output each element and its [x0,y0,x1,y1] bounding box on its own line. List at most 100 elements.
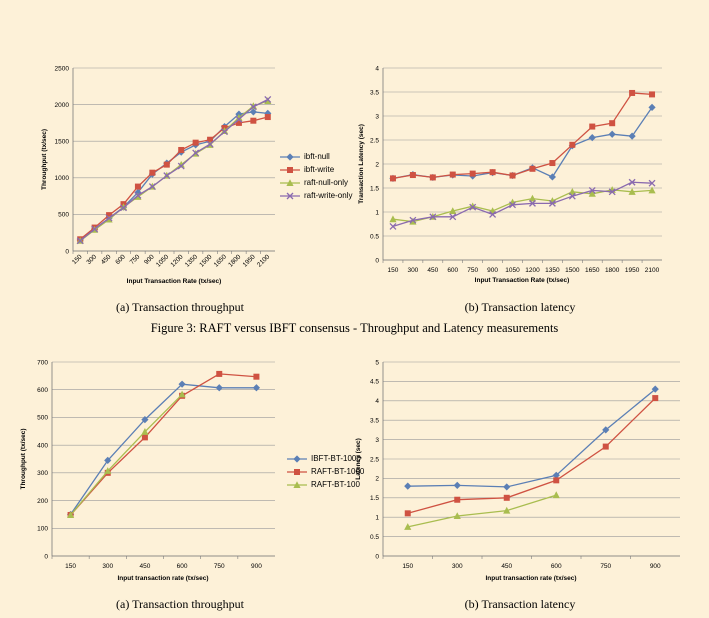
chart-top-latency-svg: 0 0.5 1 1.5 2 2.5 3 3.5 4 150 300 450 600 750 900 1050 1… [358,65,662,284]
legend-label: RAFT-BT-1000 [311,467,365,476]
legend-swatch [280,152,300,161]
data-point-IBFT-BT-1000 [651,385,659,393]
data-point-IBFT-BT-1000 [404,482,412,490]
series-line-RAFT-BT-100 [70,393,183,516]
y-tick-label: 5 [375,359,379,366]
y-tick-label: 0.5 [370,534,379,541]
x-axis-label: Input transaction rate (tx/sec) [485,575,576,582]
x-tick-label: 600 [447,267,458,274]
data-point-raft-write-only [76,237,84,245]
data-point-ibft-write [589,123,596,130]
x-tick-label: 300 [452,563,463,570]
data-point-ibft-write [149,169,156,176]
data-point-RAFT-BT-100 [141,428,149,435]
x-axis-label: Input Transaction Rate (tx/sec) [475,277,570,284]
y-tick-label: 1.5 [370,495,379,502]
y-axis-label: Latency (sec) [355,438,362,480]
legend-swatch [280,166,300,173]
x-tick-label: 300 [407,267,418,274]
data-point-RAFT-BT-100 [453,512,461,520]
legend-swatch [287,480,307,488]
data-point-ibft-null [249,108,257,116]
x-tick-label: 750 [214,563,225,570]
legend-item-RAFT-BT-1000: RAFT-BT-1000 [286,465,364,478]
y-tick-label: 1000 [55,175,70,182]
legend-marker [294,468,300,475]
data-point-ibft-write [250,117,257,124]
legend-label: RAFT-BT-100 [311,480,360,489]
data-point-ibft-null [588,134,596,142]
data-point-raft-write-only [120,204,127,212]
data-point-ibft-write [469,170,476,177]
legend-label: ibft-null [304,152,330,161]
data-point-raft-write-only [429,213,437,221]
data-point-raft-write-only [628,178,636,186]
data-point-raft-null-only [249,102,257,110]
data-point-RAFT-BT-1000 [141,434,148,441]
data-point-IBFT-BT-1000 [552,471,560,479]
data-point-RAFT-BT-1000 [454,496,461,503]
data-point-IBFT-BT-1000 [453,481,461,489]
series-line-raft-null-only [392,189,653,223]
caption-bottom-right: (b) Transaction latency [464,597,576,611]
legend-marker [293,454,301,463]
data-point-raft-write-only [409,216,417,224]
y-tick-label: 2 [375,476,379,483]
legend-marker [286,192,294,199]
data-point-raft-null-only [628,188,636,195]
legend-marker [293,480,301,488]
data-point-ibft-write [489,169,496,176]
data-point-ibft-write [609,120,616,127]
legend-top-throughput: ibft-null ibft-write raft-null-only raft-wr… [279,150,352,202]
legend-bottom-throughput: IBFT-BT-1000 RAFT-BT-1000 RAFT-BT-100 [286,452,364,491]
y-tick-label: 1.5 [370,185,379,192]
data-point-raft-write-only [134,191,142,199]
data-point-ibft-write [106,212,113,219]
series-line-ibft-write [392,92,653,180]
caption-top-left: (a) Transaction throughput [116,300,244,314]
x-tick-label: 1350 [545,267,560,274]
x-tick-label: 2100 [645,267,660,274]
series-raft-write-only [389,178,656,230]
y-tick-label: 3.5 [370,89,379,96]
data-point-RAFT-BT-1000 [253,373,260,380]
legend-label: IBFT-BT-1000 [311,454,361,463]
x-tick-label: 1950 [625,267,640,274]
data-point-RAFT-BT-1000 [216,370,223,377]
x-tick-label: 450 [501,563,512,570]
x-tick-label: 900 [487,267,498,274]
y-tick-label: 1500 [55,139,70,146]
data-point-RAFT-BT-100 [552,491,560,499]
data-point-RAFT-BT-100 [178,390,186,398]
data-point-ibft-write [178,146,185,153]
y-tick-label: 4.5 [370,379,379,386]
data-point-raft-null-only [389,215,397,223]
data-point-IBFT-BT-1000 [178,380,186,388]
data-point-raft-write-only [449,213,457,221]
y-tick-label: 3.5 [370,418,379,425]
x-tick-label: 600 [177,563,188,570]
y-tick-label: 500 [58,212,69,219]
y-tick-label: 1 [375,209,379,216]
data-point-raft-null-only [220,127,229,134]
y-tick-label: 3 [375,437,379,444]
y-tick-label: 0.5 [370,233,379,240]
plot-area: 0 100 200 300 400 500 600 700 150 300 450 600 750 900… [20,359,275,582]
data-point-raft-write-only [221,128,228,136]
data-point-raft-write-only [235,115,243,123]
data-point-ibft-write [409,172,416,179]
data-point-raft-null-only [264,97,272,104]
data-point-ibft-write [449,171,456,178]
legend-item-raft-write-only: raft-write-only [279,189,352,202]
legend-marker [287,166,293,173]
legend-label: ibft-write [304,165,335,174]
x-tick-label: 150 [65,563,76,570]
data-point-raft-null-only [648,186,656,194]
series-RAFT-BT-100 [66,390,186,518]
data-point-RAFT-BT-100 [66,511,75,518]
data-point-IBFT-BT-1000 [252,384,261,392]
y-tick-label: 0 [375,257,379,264]
data-point-raft-write-only [192,149,200,157]
